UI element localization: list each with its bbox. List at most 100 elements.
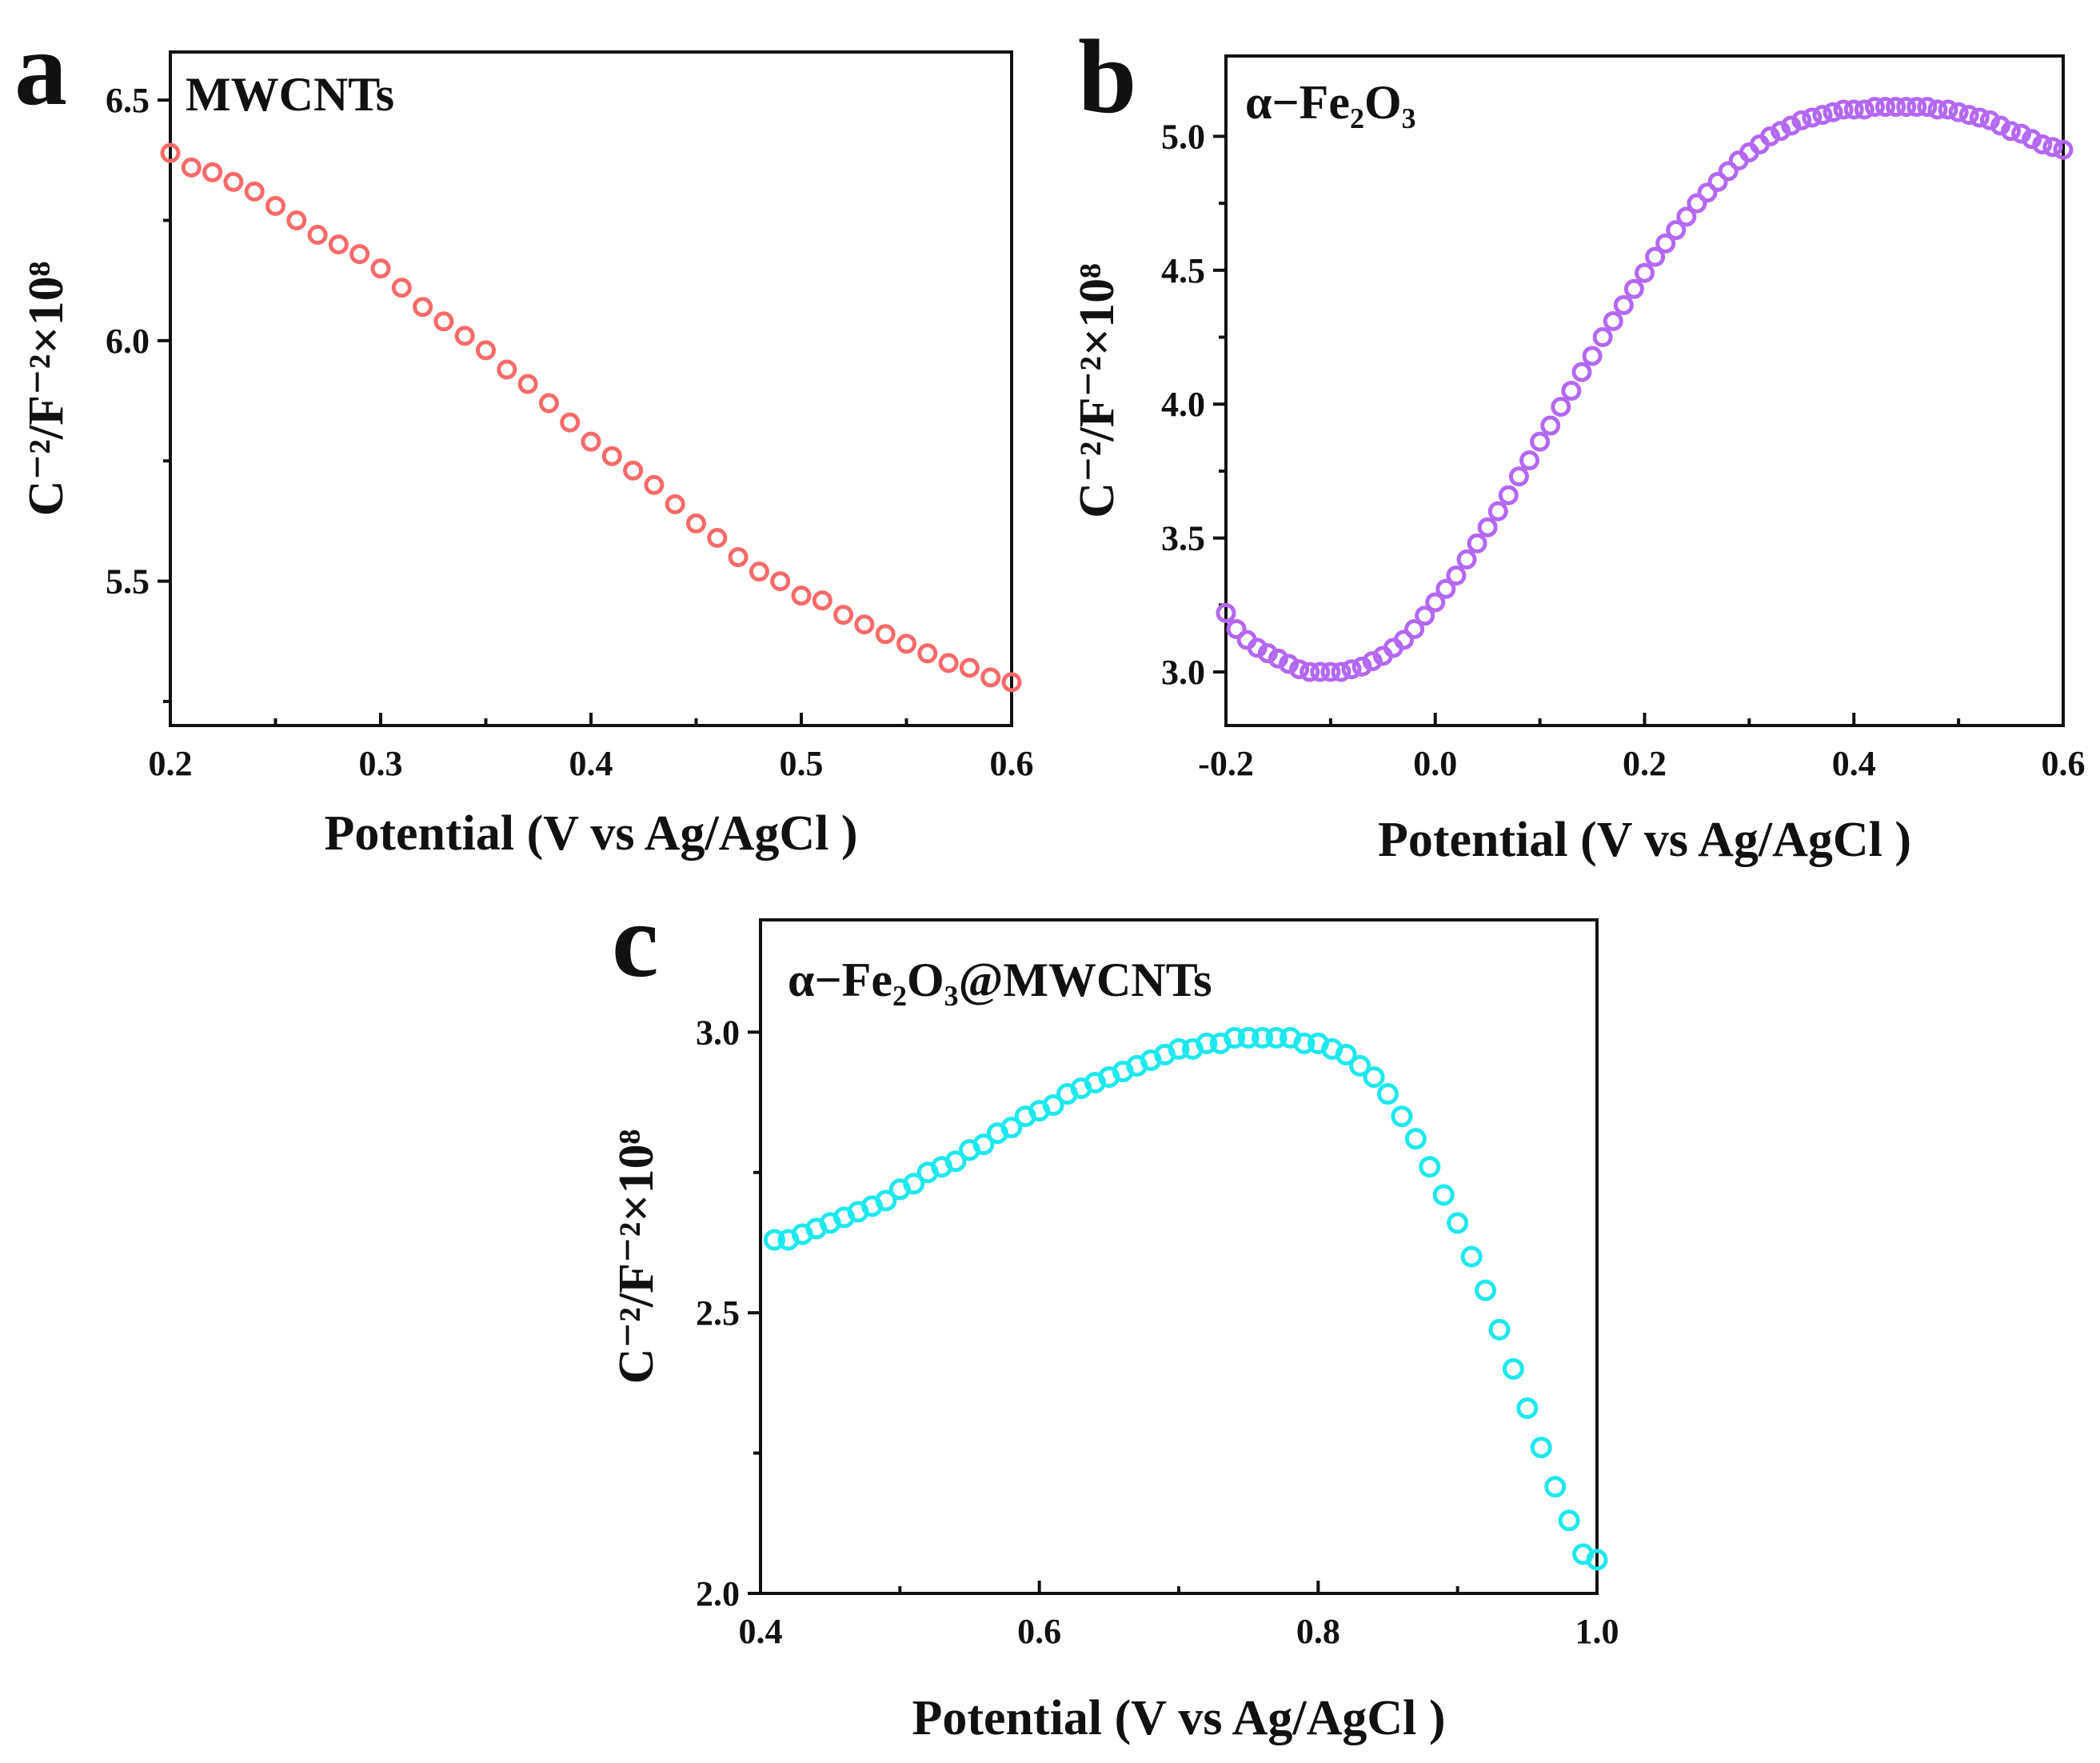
x-tick-label: -0.2 [1198, 744, 1254, 783]
data-point [1645, 246, 1666, 267]
data-point [1558, 1509, 1580, 1532]
data-point [202, 162, 223, 182]
data-point [1447, 1212, 1469, 1234]
data-point [1377, 1083, 1399, 1105]
data-point [959, 658, 980, 678]
x-tick-label: 0.2 [1623, 744, 1667, 783]
data-point [644, 474, 665, 495]
data-point [454, 326, 475, 346]
data-point [1896, 97, 1917, 118]
data-point [1843, 99, 1864, 120]
data-point [1460, 1245, 1483, 1268]
x-tick-label: 1.0 [1575, 1612, 1619, 1651]
data-point [686, 513, 706, 534]
series-annotation: α−Fe₂O₃ [1245, 76, 1416, 129]
y-axis-title: C⁻²/F⁻²×10⁸ [1070, 263, 1124, 518]
data-point [1279, 654, 1300, 674]
data-point [1979, 110, 2000, 130]
data-point [1268, 648, 1288, 669]
panel-label-a: a [14, 10, 67, 127]
data-point [391, 278, 412, 298]
data-point [1530, 1437, 1552, 1459]
data-point [1488, 1318, 1511, 1341]
data-point [581, 431, 601, 452]
data-point [1247, 638, 1268, 658]
data-point [1265, 1026, 1288, 1049]
data-point [1391, 1105, 1413, 1128]
y-tick-label: 3.5 [1161, 519, 1205, 558]
data-point [1432, 1184, 1455, 1206]
data-point [1341, 659, 1362, 680]
data-point [903, 1173, 925, 1195]
data-point [1351, 656, 1372, 677]
data-point [1666, 220, 1687, 241]
data-point [1216, 602, 1236, 623]
data-point [1823, 102, 1843, 122]
panel-label-b: b [1078, 18, 1136, 135]
data-point [833, 605, 854, 626]
data-point [1362, 651, 1383, 672]
data-point [1603, 310, 1623, 331]
data-point [1655, 233, 1676, 254]
y-tick-label: 5.5 [106, 562, 150, 602]
data-point [538, 393, 559, 414]
data-point [1310, 662, 1331, 682]
data-point [2042, 137, 2063, 158]
data-point [1467, 533, 1487, 554]
y-axis-title: C⁻²/F⁻²×10⁸ [19, 262, 74, 516]
data-point [896, 634, 916, 654]
data-point [307, 225, 328, 246]
data-point [1226, 618, 1247, 639]
data-point [370, 258, 391, 279]
data-point [181, 157, 202, 178]
data-point [1551, 397, 1571, 418]
data-point [1613, 294, 1634, 315]
data-point [1990, 115, 2010, 136]
data-point [265, 195, 285, 216]
data-point [1516, 1397, 1539, 1419]
data-point [223, 171, 244, 192]
data-point [770, 571, 791, 592]
data-point [1293, 1032, 1315, 1054]
data-point [1864, 97, 1885, 118]
x-tick-label: 0.3 [359, 744, 403, 783]
x-axis-title: Potential (V vs Ag/AgCl ) [1378, 813, 1911, 867]
data-point [2011, 123, 2032, 144]
data-point [1498, 485, 1519, 506]
data-point [749, 562, 769, 582]
data-point [1771, 121, 1791, 142]
x-tick-label: 0.5 [780, 744, 824, 783]
data-point [1969, 107, 1990, 128]
data-point [328, 234, 349, 255]
data-point [1487, 501, 1508, 522]
y-tick-label: 3.0 [1161, 653, 1205, 692]
data-point [980, 667, 1001, 688]
data-point [1938, 99, 1958, 120]
data-point [1168, 1037, 1190, 1060]
x-tick-label: 0.6 [1017, 1612, 1061, 1651]
data-point [1508, 466, 1529, 487]
data-point [1196, 1032, 1218, 1054]
data-point [497, 359, 517, 380]
data-point [1707, 171, 1728, 192]
data-point [560, 412, 581, 433]
data-point [1571, 362, 1592, 382]
data-point [972, 1133, 995, 1156]
y-tick-label: 6.5 [106, 81, 150, 120]
x-tick-label: 0.8 [1296, 1612, 1340, 1651]
data-point [1000, 1117, 1023, 1139]
data-point [917, 643, 938, 664]
data-point [1697, 182, 1718, 203]
data-point [1635, 262, 1655, 283]
data-point [854, 614, 875, 635]
data-point [1300, 662, 1320, 682]
data-point [1676, 206, 1697, 227]
data-point [1760, 126, 1781, 146]
data-point [1404, 618, 1425, 639]
data-point [1781, 115, 1802, 136]
data-point [1530, 431, 1551, 452]
data-point [1477, 517, 1498, 538]
data-point [1544, 1476, 1567, 1498]
data-point [1854, 99, 1874, 120]
data-point [728, 547, 749, 567]
